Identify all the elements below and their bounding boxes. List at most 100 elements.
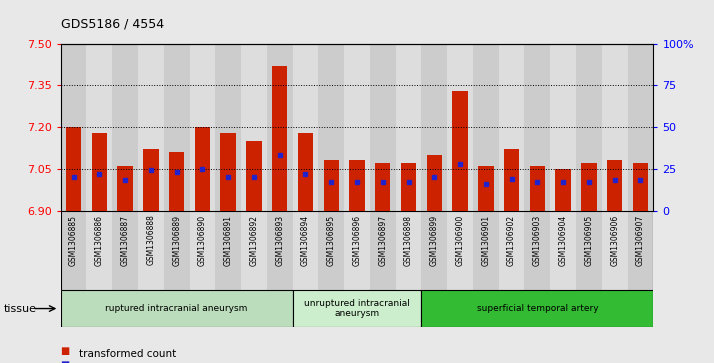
Bar <box>195 127 210 211</box>
Bar <box>581 163 597 211</box>
Text: GSM1306906: GSM1306906 <box>610 215 619 266</box>
Bar <box>298 132 313 211</box>
Bar <box>602 44 628 211</box>
Bar <box>267 211 293 290</box>
Bar <box>498 44 525 211</box>
Bar <box>447 44 473 211</box>
Bar <box>396 44 421 211</box>
Bar <box>86 44 112 211</box>
Text: GSM1306893: GSM1306893 <box>275 215 284 266</box>
Bar <box>525 211 550 290</box>
Text: GSM1306899: GSM1306899 <box>430 215 439 266</box>
Text: tissue: tissue <box>4 303 36 314</box>
Bar <box>401 163 416 211</box>
Text: GSM1306902: GSM1306902 <box>507 215 516 266</box>
Text: GSM1306885: GSM1306885 <box>69 215 78 265</box>
Bar <box>421 211 447 290</box>
Bar <box>61 290 293 327</box>
Text: GSM1306907: GSM1306907 <box>636 215 645 266</box>
Text: GSM1306903: GSM1306903 <box>533 215 542 266</box>
Bar <box>293 290 421 327</box>
Bar <box>426 155 442 211</box>
Bar <box>61 44 86 211</box>
Text: transformed count: transformed count <box>79 349 176 359</box>
Bar <box>555 169 571 211</box>
Bar <box>375 163 391 211</box>
Text: GSM1306890: GSM1306890 <box>198 215 207 266</box>
Bar <box>525 44 550 211</box>
Bar <box>421 44 447 211</box>
Bar <box>323 160 339 211</box>
Text: ■: ■ <box>61 346 73 356</box>
Bar <box>189 211 216 290</box>
Bar <box>576 211 602 290</box>
Text: GSM1306896: GSM1306896 <box>353 215 361 266</box>
Text: superficial temporal artery: superficial temporal artery <box>476 304 598 313</box>
Text: GSM1306900: GSM1306900 <box>456 215 465 266</box>
Bar <box>61 211 86 290</box>
Bar <box>246 141 261 211</box>
Bar <box>241 44 267 211</box>
Text: GSM1306887: GSM1306887 <box>121 215 130 265</box>
Bar <box>498 211 525 290</box>
Bar <box>272 66 288 211</box>
Bar <box>473 44 498 211</box>
Bar <box>370 211 396 290</box>
Text: ■: ■ <box>61 360 73 363</box>
Bar <box>628 211 653 290</box>
Bar <box>216 211 241 290</box>
Bar <box>138 211 164 290</box>
Bar <box>112 211 138 290</box>
Text: GSM1306904: GSM1306904 <box>558 215 568 266</box>
Text: GDS5186 / 4554: GDS5186 / 4554 <box>61 17 164 30</box>
Text: GSM1306897: GSM1306897 <box>378 215 387 266</box>
Bar <box>91 132 107 211</box>
Bar <box>318 211 344 290</box>
Bar <box>216 44 241 211</box>
Bar <box>576 44 602 211</box>
Bar <box>447 211 473 290</box>
Bar <box>189 44 216 211</box>
Bar <box>66 127 81 211</box>
Bar <box>478 166 493 211</box>
Text: GSM1306889: GSM1306889 <box>172 215 181 265</box>
Bar <box>453 91 468 211</box>
Bar <box>112 44 138 211</box>
Bar <box>602 211 628 290</box>
Bar <box>344 44 370 211</box>
Text: GSM1306894: GSM1306894 <box>301 215 310 266</box>
Bar <box>607 160 623 211</box>
Bar <box>169 152 184 211</box>
Text: GSM1306886: GSM1306886 <box>95 215 104 265</box>
Bar <box>473 211 498 290</box>
Bar <box>293 211 318 290</box>
Bar <box>628 44 653 211</box>
Bar <box>530 166 545 211</box>
Bar <box>241 211 267 290</box>
Bar <box>633 163 648 211</box>
Bar <box>143 149 159 211</box>
Text: GSM1306891: GSM1306891 <box>223 215 233 265</box>
Text: GSM1306892: GSM1306892 <box>249 215 258 265</box>
Bar <box>164 44 189 211</box>
Bar <box>267 44 293 211</box>
Bar <box>318 44 344 211</box>
Text: ruptured intracranial aneurysm: ruptured intracranial aneurysm <box>106 304 248 313</box>
Bar <box>421 290 653 327</box>
Bar <box>293 44 318 211</box>
Bar <box>164 211 189 290</box>
Bar <box>117 166 133 211</box>
Bar <box>86 211 112 290</box>
Bar <box>396 211 421 290</box>
Text: GSM1306905: GSM1306905 <box>584 215 593 266</box>
Text: GSM1306888: GSM1306888 <box>146 215 156 265</box>
Bar <box>221 132 236 211</box>
Bar <box>370 44 396 211</box>
Bar <box>550 44 576 211</box>
Text: unruptured intracranial
aneurysm: unruptured intracranial aneurysm <box>304 299 410 318</box>
Text: GSM1306895: GSM1306895 <box>327 215 336 266</box>
Bar <box>344 211 370 290</box>
Bar <box>550 211 576 290</box>
Bar <box>504 149 519 211</box>
Text: GSM1306901: GSM1306901 <box>481 215 491 266</box>
